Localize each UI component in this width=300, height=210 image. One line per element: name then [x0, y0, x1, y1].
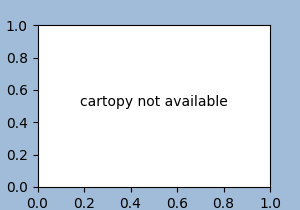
Text: cartopy not available: cartopy not available [80, 95, 228, 109]
